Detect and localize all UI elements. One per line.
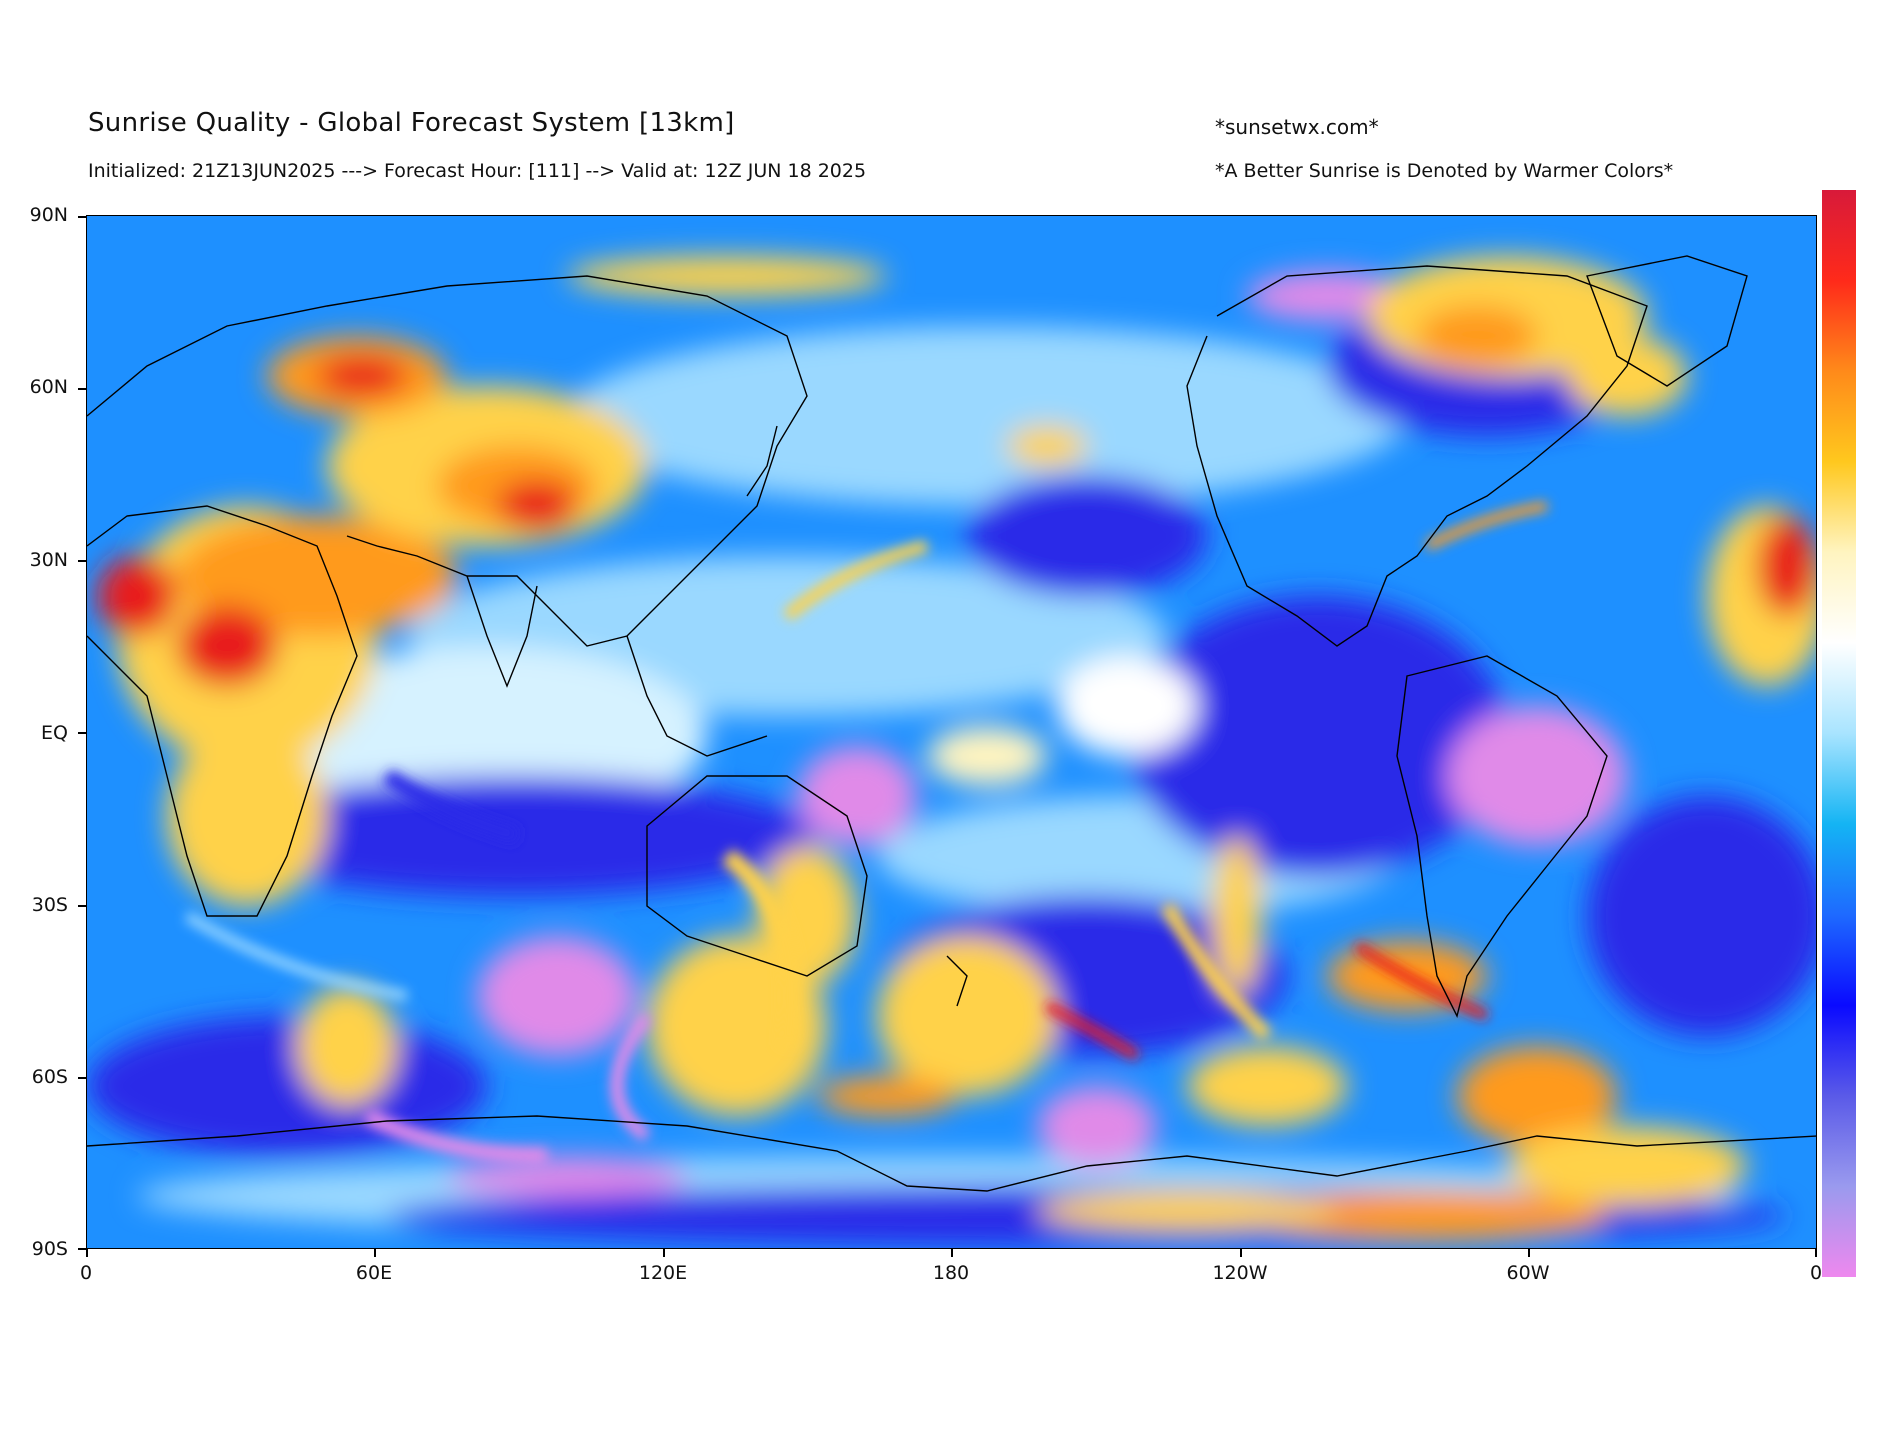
- colors-note: *A Better Sunrise is Denoted by Warmer C…: [1215, 160, 1674, 182]
- coast-eurasia: [87, 275, 808, 647]
- map-title: Sunrise Quality - Global Forecast System…: [88, 108, 735, 138]
- lat-label-90s: 90S: [31, 1238, 68, 1260]
- lon-label-120e: 120E: [638, 1262, 688, 1284]
- coast-antarctica: [87, 1115, 1816, 1192]
- lat-tick: [78, 388, 86, 390]
- lat-tick: [78, 1077, 86, 1079]
- coast-south-america: [1396, 655, 1608, 1019]
- lon-tick: [1240, 1249, 1242, 1257]
- lon-tick: [663, 1249, 665, 1257]
- coastlines: [87, 255, 1816, 1192]
- lat-label-60s: 60S: [31, 1066, 68, 1088]
- streak-layer: [184, 501, 1548, 1164]
- coast-seasia: [626, 635, 768, 757]
- lon-label-0: 0: [79, 1262, 93, 1284]
- lat-tick: [78, 560, 86, 562]
- lat-label-30n: 30N: [29, 549, 68, 571]
- colorbar: [1822, 190, 1856, 1277]
- lat-label-eq: EQ: [41, 722, 68, 744]
- lat-label-60n: 60N: [29, 376, 68, 398]
- lat-label-90n: 90N: [29, 204, 68, 226]
- lat-tick: [78, 732, 86, 734]
- forecast-field: [87, 216, 1816, 1248]
- map-subtitle: Initialized: 21Z13JUN2025 ---> Forecast …: [88, 160, 867, 182]
- lat-tick: [78, 905, 86, 907]
- lon-label-60w: 60W: [1506, 1262, 1550, 1284]
- coast-greenland: [1586, 255, 1748, 387]
- lon-label-0-end: 0: [1809, 1262, 1823, 1284]
- coast-new-zealand: [946, 955, 968, 1007]
- field-layer: [87, 256, 1816, 1246]
- lat-tick: [78, 1248, 86, 1250]
- lon-tick: [86, 1249, 88, 1257]
- forecast-map: [86, 215, 1817, 1249]
- lon-label-60e: 60E: [355, 1262, 393, 1284]
- lat-label-30s: 30S: [31, 894, 68, 916]
- coast-australia: [646, 775, 868, 977]
- lon-tick: [1528, 1249, 1530, 1257]
- coast-india: [466, 575, 538, 688]
- lon-label-120w: 120W: [1212, 1262, 1268, 1284]
- coast-north-america: [1186, 265, 1648, 647]
- lon-label-180: 180: [932, 1262, 970, 1284]
- site-credit: *sunsetwx.com*: [1215, 115, 1379, 139]
- lon-tick: [951, 1249, 953, 1257]
- lat-tick: [78, 216, 86, 218]
- coast-japan: [746, 425, 778, 497]
- lon-tick: [1815, 1249, 1817, 1257]
- lon-tick: [374, 1249, 376, 1257]
- coast-africa: [87, 505, 358, 917]
